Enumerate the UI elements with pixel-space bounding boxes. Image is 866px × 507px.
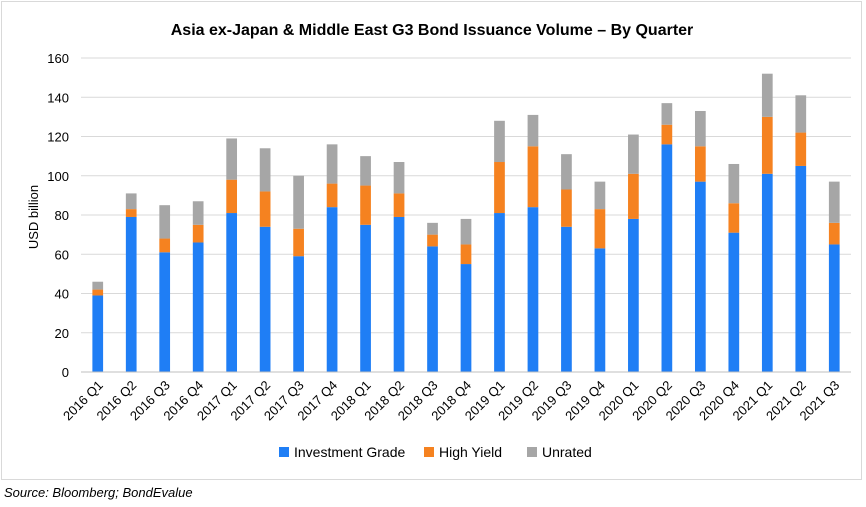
bar-segment-high-yield xyxy=(393,193,405,217)
bar-segment-high-yield xyxy=(360,185,371,225)
bar-segment-investment-grade xyxy=(192,242,204,372)
y-tick-label: 140 xyxy=(47,90,69,105)
bar-segment-investment-grade xyxy=(561,226,572,372)
stacked-bar-chart: Asia ex-Japan & Middle East G3 Bond Issu… xyxy=(26,22,851,460)
bar-segment-unrated xyxy=(694,110,706,147)
bar-segment-high-yield xyxy=(125,209,137,217)
bar-segment-high-yield xyxy=(594,209,606,249)
source-note: Source: Bloomberg; BondEvalue xyxy=(4,485,193,500)
bar-segment-high-yield xyxy=(661,124,673,145)
bar-segment-investment-grade xyxy=(494,213,505,372)
bar-segment-investment-grade xyxy=(728,232,740,372)
bar-segment-unrated xyxy=(159,205,171,239)
bar-segment-investment-grade xyxy=(427,246,438,372)
bar-segment-unrated xyxy=(393,162,405,194)
bar-segment-unrated xyxy=(360,156,371,186)
bar-segment-investment-grade xyxy=(125,216,137,372)
bar-segment-unrated xyxy=(92,281,104,290)
chart-frame: Asia ex-Japan & Middle East G3 Bond Issu… xyxy=(1,1,862,480)
legend-swatch xyxy=(424,447,434,457)
bar-segment-investment-grade xyxy=(360,224,371,372)
bar-segment-high-yield xyxy=(628,173,639,219)
bar-segment-investment-grade xyxy=(259,226,271,372)
bar-segment-high-yield xyxy=(92,289,104,296)
bars xyxy=(92,73,840,372)
y-axis-ticks: 0 20 40 60 80 100 120 140 160 xyxy=(47,51,69,380)
bar-segment-high-yield xyxy=(561,189,572,227)
bar-segment-unrated xyxy=(628,134,639,174)
bar-segment-investment-grade xyxy=(159,252,171,372)
bar-segment-investment-grade xyxy=(226,213,238,372)
bar-segment-investment-grade xyxy=(527,207,539,372)
bar-segment-investment-grade xyxy=(694,181,706,372)
bar-segment-investment-grade xyxy=(761,173,773,372)
bar-segment-unrated xyxy=(326,144,338,184)
bar-segment-investment-grade xyxy=(92,295,104,372)
bar-segment-high-yield xyxy=(326,183,338,208)
bar-segment-high-yield xyxy=(527,146,539,208)
bar-segment-high-yield xyxy=(728,203,740,233)
bar-segment-investment-grade xyxy=(828,244,840,372)
bar-segment-investment-grade xyxy=(326,207,338,372)
bar-segment-high-yield xyxy=(828,222,840,245)
y-axis-label: USD billion xyxy=(26,185,41,249)
bar-segment-investment-grade xyxy=(293,256,304,372)
bar-segment-high-yield xyxy=(159,238,171,253)
bar-segment-high-yield xyxy=(494,162,505,214)
bar-segment-unrated xyxy=(226,138,238,180)
bar-segment-unrated xyxy=(125,193,137,210)
bar-segment-unrated xyxy=(594,181,606,210)
y-tick-label: 0 xyxy=(62,365,69,380)
bar-segment-investment-grade xyxy=(628,218,639,372)
chart-title: Asia ex-Japan & Middle East G3 Bond Issu… xyxy=(171,22,694,39)
bar-segment-high-yield xyxy=(761,116,773,174)
y-tick-label: 160 xyxy=(47,51,69,66)
bar-segment-investment-grade xyxy=(594,248,606,372)
bar-segment-high-yield xyxy=(795,132,807,166)
bar-segment-unrated xyxy=(661,103,673,125)
bar-segment-investment-grade xyxy=(460,264,472,372)
bar-segment-high-yield xyxy=(192,224,204,243)
bar-segment-high-yield xyxy=(259,191,271,227)
bar-segment-unrated xyxy=(259,148,271,192)
bar-segment-high-yield xyxy=(694,146,706,182)
bar-segment-high-yield xyxy=(427,234,438,247)
bar-segment-investment-grade xyxy=(795,165,807,372)
bar-segment-unrated xyxy=(561,154,572,190)
legend-label: Unrated xyxy=(542,444,592,460)
bar-segment-high-yield xyxy=(293,228,304,257)
legend-label: Investment Grade xyxy=(294,444,405,460)
y-tick-label: 80 xyxy=(55,208,69,223)
bar-segment-unrated xyxy=(192,201,204,225)
bar-segment-unrated xyxy=(494,120,505,163)
bar-segment-unrated xyxy=(293,175,304,229)
y-tick-label: 20 xyxy=(55,326,69,341)
legend-swatch xyxy=(527,447,537,457)
y-tick-label: 120 xyxy=(47,130,69,145)
bar-segment-unrated xyxy=(828,181,840,223)
bar-segment-unrated xyxy=(427,222,438,235)
legend-swatch xyxy=(279,447,289,457)
y-tick-label: 40 xyxy=(55,287,69,302)
bar-segment-high-yield xyxy=(226,179,238,214)
bar-segment-investment-grade xyxy=(393,216,405,372)
bar-segment-unrated xyxy=(728,163,740,204)
bar-segment-unrated xyxy=(795,95,807,133)
bar-segment-unrated xyxy=(460,218,472,245)
bar-segment-unrated xyxy=(761,73,773,117)
legend: Investment Grade High Yield Unrated xyxy=(279,444,592,460)
y-tick-label: 60 xyxy=(55,247,69,262)
y-tick-label: 100 xyxy=(47,169,69,184)
bar-segment-unrated xyxy=(527,114,539,147)
bar-segment-high-yield xyxy=(460,244,472,265)
legend-label: High Yield xyxy=(439,444,502,460)
bar-segment-investment-grade xyxy=(661,144,673,372)
